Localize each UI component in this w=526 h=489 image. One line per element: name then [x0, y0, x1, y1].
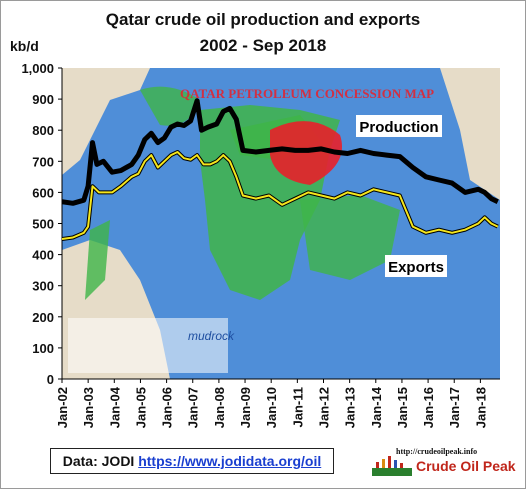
chart-series [62, 98, 499, 241]
exports-line [62, 151, 499, 240]
x-tick-label: Jan-09 [238, 387, 253, 428]
brand-name: Crude Oil Peak [416, 458, 516, 474]
chart-axes: 0 100 200 300 400 500 600 700 800 900 1,000 Jan-02 J… [21, 61, 500, 428]
map-heading: QATAR PETROLEUM CONCESSION MAP [180, 86, 434, 101]
x-tick-label: Jan-17 [447, 387, 462, 428]
x-tick-label: Jan-13 [343, 387, 358, 428]
map-legend-box [68, 318, 228, 373]
x-tick-label: Jan-03 [81, 387, 96, 428]
x-tick-label: Jan-05 [133, 387, 148, 428]
x-tick-label: Jan-14 [369, 386, 384, 428]
brand-logo: http://crudeoilpeak.info Crude Oil Peak [372, 447, 520, 477]
exports-label-box [385, 255, 447, 277]
production-label-box [356, 115, 442, 137]
y-tick-label: 200 [32, 310, 54, 325]
map-land-north [62, 68, 150, 175]
y-tick-label: 800 [32, 123, 54, 138]
x-tick-label: Jan-07 [186, 387, 201, 428]
x-tick-label: Jan-12 [316, 387, 331, 428]
x-tick-label: Jan-02 [55, 387, 70, 428]
y-tick-label: 300 [32, 279, 54, 294]
y-tick-label: 400 [32, 248, 54, 263]
y-tick-label: 0 [47, 372, 54, 387]
source-prefix: Data: JODI [62, 453, 135, 469]
y-tick-label: 900 [32, 92, 54, 107]
x-tick-label: Jan-08 [212, 387, 227, 428]
map-block-west [140, 86, 200, 126]
map-logo: mudrock [188, 329, 235, 343]
x-tick-label: Jan-11 [290, 387, 305, 427]
source-link[interactable]: https://www.jodidata.org/oil [138, 453, 322, 469]
y-tick-label: 100 [32, 341, 54, 356]
y-tick-label: 700 [32, 154, 54, 169]
chart-annotations: Production Exports [356, 115, 447, 277]
background-map-image: QATAR PETROLEUM CONCESSION MAP mudrock [62, 68, 500, 379]
chart-title: Qatar crude oil production and exports [105, 10, 421, 29]
y-tick-label: 600 [32, 185, 54, 200]
production-line [62, 98, 499, 206]
x-tick-label: Jan-18 [473, 387, 488, 428]
y-tick-label: 1,000 [21, 61, 54, 76]
chart-subtitle: 2002 - Sep 2018 [199, 36, 327, 55]
x-tick-label: Jan-06 [160, 387, 175, 428]
exports-label: Exports [388, 259, 444, 276]
map-block-southwest [85, 220, 110, 300]
map-block-east [300, 195, 400, 280]
x-tick-label: Jan-16 [421, 387, 436, 428]
map-land-east [440, 68, 500, 200]
x-tick-label: Jan-04 [107, 386, 122, 428]
y-tick-label: 500 [32, 217, 54, 232]
map-field-north [270, 121, 342, 185]
x-tick-label: Jan-10 [264, 387, 279, 428]
brand-url: http://crudeoilpeak.info [396, 447, 478, 456]
y-axis-label: kb/d [10, 38, 39, 54]
oil-derrick-icon [372, 456, 412, 476]
production-label: Production [359, 119, 438, 136]
x-tick-label: Jan-15 [395, 387, 410, 428]
source-note: Data: JODI https://www.jodidata.org/oil [50, 448, 334, 474]
